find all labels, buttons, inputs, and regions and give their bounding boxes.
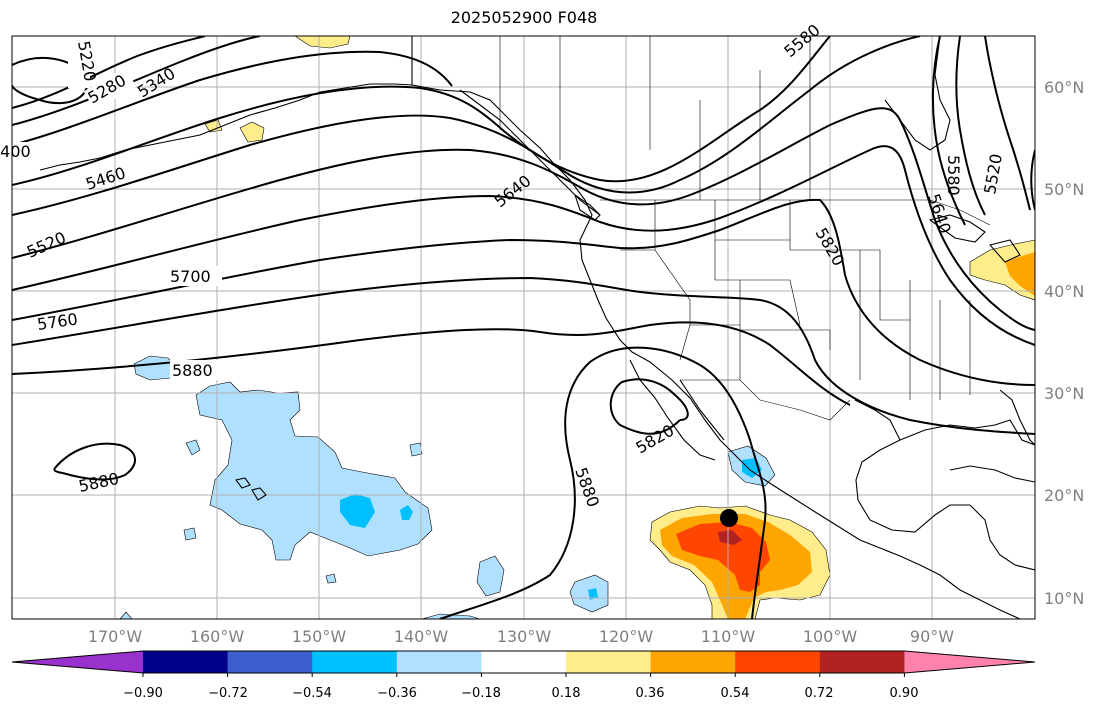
lon-label: 110°W xyxy=(701,627,756,646)
colorbar-tick: 0.90 xyxy=(890,686,919,701)
lon-label: 120°W xyxy=(599,627,654,646)
colorbar-segment xyxy=(143,651,229,673)
map-frame xyxy=(11,35,1036,620)
colorbar-tick: 0.72 xyxy=(805,686,834,701)
colorbar-tick: −0.72 xyxy=(208,686,248,701)
colorbar-tick-labels: −0.90 −0.72 −0.54 −0.36 −0.18 0.18 0.36 … xyxy=(123,686,918,701)
lon-label: 170°W xyxy=(88,627,143,646)
colorbar-tick: 0.36 xyxy=(636,686,665,701)
colorbar-segment xyxy=(819,651,905,673)
lon-label: 140°W xyxy=(394,627,449,646)
height-contours xyxy=(12,36,1035,619)
colorbar-segment xyxy=(396,651,482,673)
colorbar-segment xyxy=(566,651,652,673)
positive-anomaly-shading xyxy=(204,36,1035,619)
colorbar-segment xyxy=(650,651,736,673)
lat-label: 50°N xyxy=(1044,180,1084,199)
colorbar-tick: 0.18 xyxy=(552,686,581,701)
colorbar-tick: 0.54 xyxy=(721,686,750,701)
lat-label: 10°N xyxy=(1044,589,1084,608)
lat-label: 40°N xyxy=(1044,282,1084,301)
lat-label: 20°N xyxy=(1044,486,1084,505)
contour-label: 5580 xyxy=(944,155,963,196)
contour-label: 5880 xyxy=(172,361,213,380)
colorbar-tick: −0.90 xyxy=(123,686,163,701)
longitude-labels: 170°W 160°W 150°W 140°W 130°W 120°W 110°… xyxy=(88,627,954,646)
colorbar-segment xyxy=(481,651,567,673)
map-title: 2025052900 F048 xyxy=(450,8,598,27)
lon-label: 100°W xyxy=(803,627,858,646)
latitude-labels: 60°N 50°N 40°N 30°N 20°N 10°N xyxy=(1044,78,1084,608)
lat-label: 60°N xyxy=(1044,78,1084,97)
colorbar-tick: −0.18 xyxy=(461,686,501,701)
colorbar xyxy=(11,650,1036,677)
colorbar-segment xyxy=(735,651,821,673)
colorbar-tick: −0.36 xyxy=(377,686,417,701)
lon-label: 160°W xyxy=(190,627,245,646)
colorbar-tick: −0.54 xyxy=(292,686,332,701)
colorbar-segment xyxy=(312,651,398,673)
lat-label: 30°N xyxy=(1044,384,1084,403)
contour-label: 5400 xyxy=(0,142,31,161)
lon-label: 150°W xyxy=(292,627,347,646)
lon-label: 90°W xyxy=(910,627,954,646)
contour-label: 5700 xyxy=(170,267,211,286)
political-borders xyxy=(499,36,991,421)
colorbar-extend-max xyxy=(904,651,1035,673)
coastlines xyxy=(39,36,1035,619)
colorbar-segment xyxy=(227,651,313,673)
colorbar-extend-min xyxy=(12,651,143,673)
lon-label: 130°W xyxy=(497,627,552,646)
storm-center-marker xyxy=(720,509,738,527)
